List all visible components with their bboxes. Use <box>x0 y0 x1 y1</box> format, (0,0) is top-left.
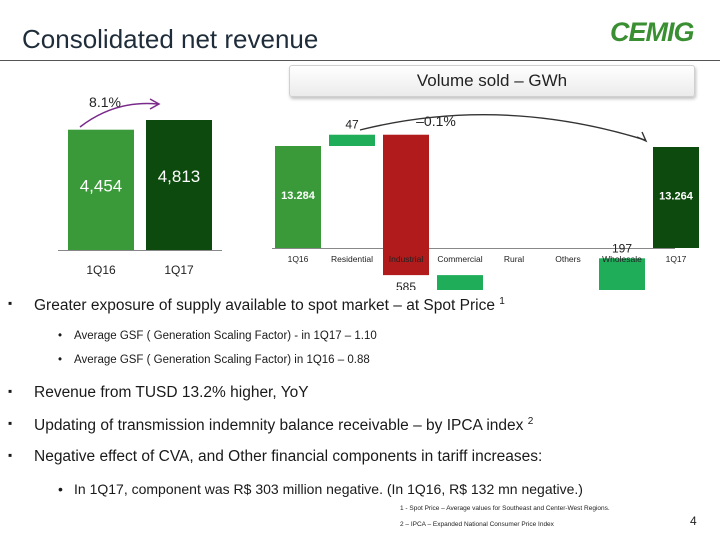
waterfall-change-arrow <box>359 113 646 141</box>
bullet-text: Average GSF ( Generation Scaling Factor)… <box>74 330 377 342</box>
waterfall-delta-bar <box>329 134 375 146</box>
waterfall-delta-bar <box>383 134 429 276</box>
waterfall-delta-bar <box>437 275 483 290</box>
waterfall-delta-label: 22 <box>561 289 575 290</box>
waterfall-total-bar <box>653 147 699 248</box>
bullet-marker: ▪ <box>8 384 13 398</box>
bullet-text: In 1Q17, component was R$ 303 million ne… <box>74 481 583 497</box>
waterfall-total-label: 13.264 <box>659 191 694 203</box>
waterfall-total-bar <box>275 146 321 248</box>
revenue-value-label: 4,454 <box>80 177 123 196</box>
bullet-marker: • <box>58 354 63 366</box>
waterfall-total-label: 13.284 <box>281 190 316 202</box>
revenue-growth-arrow <box>79 102 159 128</box>
revenue-tick-label: 1Q17 <box>164 263 194 277</box>
waterfall-title: Volume sold – GWh <box>289 65 695 97</box>
charts-canvas: 4,454 1Q16 4,813 1Q17 8.1% 13.284 1Q16 47 Resid… <box>58 94 699 290</box>
waterfall-delta-label: 47 <box>345 118 359 132</box>
revenue-tick-label: 1Q16 <box>86 263 116 277</box>
bullet-marker: • <box>58 330 63 342</box>
waterfall-tick-label: Wholesale <box>602 254 642 264</box>
waterfall-tick-label: Commercial <box>437 254 482 264</box>
waterfall-tick-label: 1Q16 <box>288 254 309 264</box>
bullet-marker: ▪ <box>8 448 13 462</box>
footnote-1: 1 - Spot Price – Average values for Sout… <box>400 505 610 512</box>
bullet-text: Average GSF ( Generation Scaling Factor)… <box>74 354 370 366</box>
waterfall-change-annotation: –0.1% <box>416 113 456 129</box>
revenue-bar-chart: 4,454 1Q16 4,813 1Q17 8.1% <box>58 94 222 277</box>
title-divider <box>0 60 720 61</box>
bullet-text: Updating of transmission indemnity balan… <box>34 417 524 435</box>
footnote-ref: 1 <box>499 296 505 307</box>
bullet-marker: ▪ <box>8 416 13 430</box>
waterfall-delta-bar <box>599 258 645 290</box>
waterfall-change-arrowhead <box>636 131 648 143</box>
footnote-ref: 2 <box>527 416 534 427</box>
revenue-growth-arrowhead <box>149 98 161 110</box>
bullet-marker: ▪ <box>8 296 13 310</box>
page-title: Consolidated net revenue <box>22 24 319 54</box>
revenue-bar <box>68 129 134 250</box>
waterfall-tick-label: Rural <box>504 254 524 264</box>
cemig-logo: CEMIG <box>610 17 695 47</box>
waterfall-tick-label: Residential <box>331 254 373 264</box>
revenue-growth-annotation: 8.1% <box>89 94 121 110</box>
revenue-value-label: 4,813 <box>158 167 201 186</box>
waterfall-tick-label: 1Q17 <box>666 254 687 264</box>
bullet-text: Negative effect of CVA, and Other financ… <box>34 448 543 465</box>
bullet-text: Greater exposure of supply available to … <box>34 297 495 315</box>
volume-waterfall-chart: 13.2841Q1647Residential585Industrial224C… <box>272 113 699 290</box>
waterfall-tick-label: Others <box>555 254 581 264</box>
waterfall-delta-label: 585 <box>396 280 416 290</box>
revenue-bar <box>146 120 212 250</box>
waterfall-tick-label: Industrial <box>389 254 424 264</box>
waterfall-delta-label: 197 <box>612 241 632 255</box>
bullet-marker: • <box>58 481 63 497</box>
page-number: 4 <box>690 514 697 528</box>
footnote-2: 2 – IPCA – Expanded National Consumer Pr… <box>400 521 554 528</box>
bullet-text: Revenue from TUSD 13.2% higher, YoY <box>34 384 309 401</box>
